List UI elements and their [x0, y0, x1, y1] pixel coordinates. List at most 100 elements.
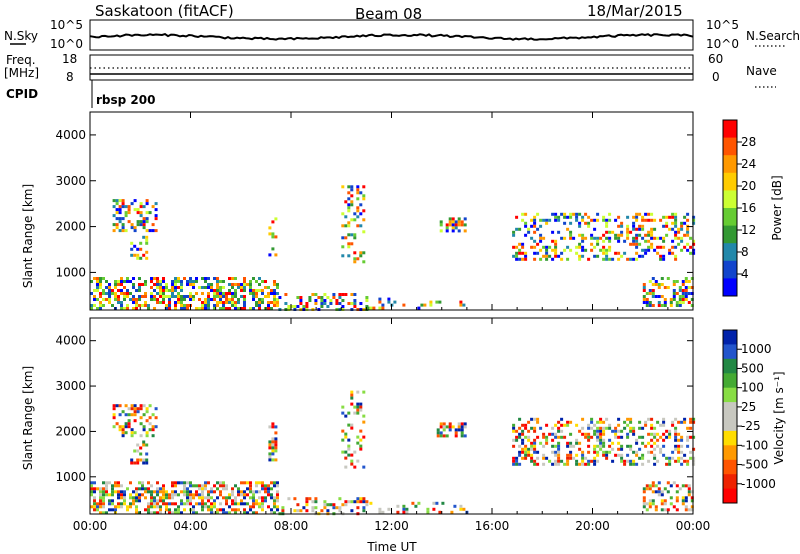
velocity-cell	[133, 404, 137, 408]
power-cell	[204, 286, 207, 289]
power-cell	[638, 227, 642, 231]
power-cell	[135, 289, 138, 292]
velocity-cell	[671, 420, 675, 424]
power-cell	[536, 242, 540, 246]
power-cell	[387, 300, 391, 304]
power-cell	[560, 212, 564, 216]
velocity-cell	[545, 438, 549, 442]
velocity-cell	[341, 450, 345, 454]
velocity-cell	[620, 459, 624, 463]
power-cell	[353, 236, 357, 240]
power-cell	[563, 248, 567, 252]
velocity-colorbar-tick-label: 500	[741, 361, 764, 375]
velocity-cell	[268, 446, 272, 450]
power-cell	[554, 218, 558, 222]
velocity-cell	[654, 505, 658, 509]
power-cell	[635, 212, 639, 216]
power-cell	[557, 230, 561, 234]
power-cell	[687, 280, 691, 283]
velocity-cell	[566, 441, 570, 445]
power-cell	[657, 304, 661, 307]
power-cell	[381, 306, 385, 310]
power-cell	[156, 277, 159, 280]
velocity-cell	[130, 407, 134, 411]
power-cell	[198, 286, 201, 289]
power-cell	[126, 292, 129, 295]
velocity-cell	[632, 450, 636, 454]
power-cell	[273, 292, 276, 295]
velocity-cell	[225, 496, 228, 500]
power-cell	[674, 224, 678, 228]
power-cell	[350, 242, 354, 246]
velocity-cell	[542, 432, 546, 436]
velocity-cell	[130, 458, 134, 462]
power-cell	[681, 301, 685, 304]
power-cell	[204, 298, 207, 301]
power-cell	[183, 304, 186, 307]
power-cell	[127, 205, 131, 209]
velocity-cell	[183, 490, 186, 494]
velocity-cell	[147, 487, 150, 491]
power-cell	[144, 283, 147, 286]
velocity-cell	[274, 431, 278, 435]
velocity-cell	[276, 499, 279, 503]
velocity-cell	[144, 487, 147, 491]
power-cell	[168, 304, 171, 307]
power-cell	[684, 280, 688, 283]
velocity-cell	[521, 441, 525, 445]
velocity-cell	[156, 490, 159, 494]
power-cell	[578, 221, 582, 225]
power-cell	[252, 295, 255, 298]
velocity-cell	[276, 496, 279, 500]
power-cell	[666, 277, 670, 280]
velocity-cell	[602, 438, 606, 442]
power-cell	[515, 215, 519, 219]
velocity-cell	[657, 487, 661, 491]
power-cell	[99, 301, 102, 304]
power-cell	[258, 289, 261, 292]
velocity-cell	[105, 490, 108, 494]
velocity-cell	[154, 407, 158, 411]
power-cell	[605, 218, 609, 222]
power-cell	[626, 233, 630, 237]
power-cell	[593, 236, 597, 240]
velocity-cell	[692, 417, 696, 421]
velocity-cell	[192, 505, 195, 509]
power-cell	[647, 248, 651, 252]
velocity-cell	[344, 456, 348, 460]
velocity-cell	[650, 438, 654, 442]
velocity-cell	[638, 420, 642, 424]
velocity-cell	[159, 499, 162, 503]
power-cell	[626, 215, 630, 219]
velocity-cell	[213, 511, 216, 515]
power-colorbar-swatch	[723, 190, 737, 209]
velocity-cell	[668, 456, 672, 460]
velocity-cell	[689, 456, 693, 460]
velocity-cell	[566, 444, 570, 448]
velocity-cell	[145, 452, 149, 456]
velocity-cell	[156, 502, 159, 506]
power-cell	[638, 254, 642, 258]
power-cell	[435, 300, 439, 304]
power-cell	[512, 233, 516, 237]
power-cell	[629, 242, 633, 246]
power-cell	[347, 302, 351, 305]
power-cell	[252, 298, 255, 301]
power-cell	[614, 236, 618, 240]
velocity-cell	[201, 484, 204, 488]
velocity-cell	[296, 503, 300, 507]
velocity-cell	[414, 504, 418, 508]
power-cell	[204, 301, 207, 304]
power-cell	[638, 233, 642, 237]
velocity-cell	[587, 435, 591, 439]
power-cell	[276, 301, 279, 304]
power-cell	[162, 280, 165, 283]
velocity-cell	[132, 496, 135, 500]
power-cell	[228, 289, 231, 292]
power-cell	[642, 289, 646, 292]
power-cell	[148, 211, 152, 215]
velocity-cell	[198, 502, 201, 506]
velocity-colorbar-swatch	[723, 344, 737, 360]
power-cell	[593, 227, 597, 231]
velocity-cell	[680, 456, 684, 460]
